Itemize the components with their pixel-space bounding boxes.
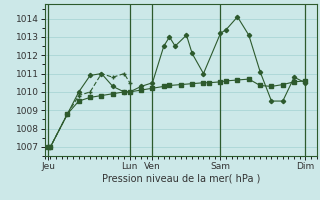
X-axis label: Pression niveau de la mer( hPa ): Pression niveau de la mer( hPa ) (102, 173, 260, 183)
